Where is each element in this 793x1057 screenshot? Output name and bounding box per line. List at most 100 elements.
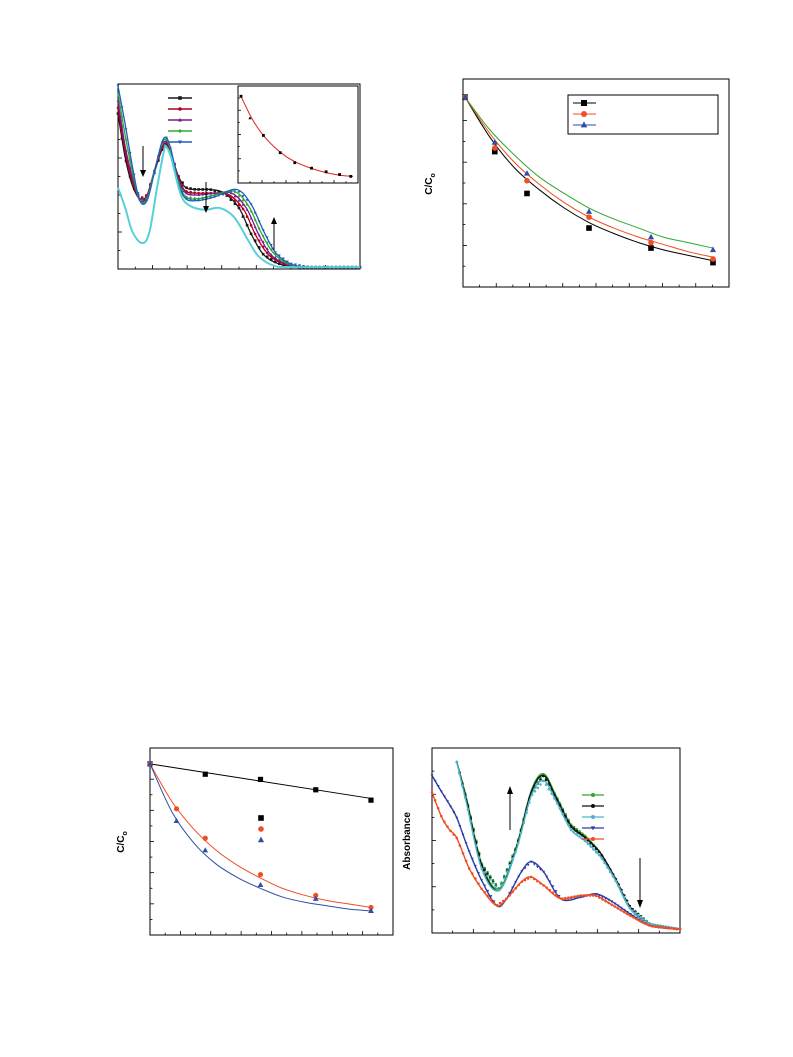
panel-d-point bbox=[467, 867, 471, 870]
panel-a-legend-entry bbox=[168, 140, 192, 145]
panel-a-point bbox=[157, 159, 160, 162]
panel-b-kinetics: C/Co bbox=[424, 78, 730, 288]
panel-a-point bbox=[290, 262, 293, 266]
panel-a-point bbox=[128, 166, 132, 169]
panel-d-point bbox=[528, 801, 531, 804]
panel-d-point bbox=[619, 908, 623, 912]
panel-d-point bbox=[477, 882, 480, 885]
panel-b-point bbox=[710, 259, 716, 266]
panel-a-point bbox=[265, 255, 269, 259]
panel-d-point bbox=[440, 814, 443, 818]
panel-c-point bbox=[147, 760, 153, 766]
panel-d-point bbox=[505, 897, 508, 901]
panel-b-legend bbox=[573, 100, 596, 128]
panel-c-legend-marker bbox=[257, 836, 265, 843]
panel-a-point bbox=[257, 220, 261, 224]
legend-marker bbox=[581, 111, 587, 117]
panel-b-fit-1 bbox=[464, 96, 714, 262]
panel-d-point bbox=[486, 894, 490, 898]
panel-d-point bbox=[517, 875, 521, 878]
panel-a-point bbox=[273, 251, 277, 254]
panel-a-inset-frame bbox=[237, 85, 359, 184]
panel-d-point bbox=[629, 914, 632, 918]
panel-a-point bbox=[237, 190, 241, 194]
panel-d-point bbox=[645, 920, 648, 923]
panel-d-point bbox=[613, 905, 617, 908]
panel-d-point bbox=[575, 832, 579, 836]
panel-b-plot bbox=[461, 93, 717, 266]
panel-d-point bbox=[475, 844, 478, 848]
panel-d-point bbox=[638, 919, 641, 922]
panel-d-point bbox=[480, 879, 484, 882]
panel-d-point bbox=[488, 878, 492, 881]
panel-a-point bbox=[197, 191, 200, 195]
panel-d-point bbox=[554, 893, 558, 897]
panel-a-point bbox=[274, 252, 277, 256]
panel-a-point bbox=[124, 148, 128, 152]
panel-a-point bbox=[225, 191, 229, 195]
panel-d-point bbox=[523, 878, 527, 882]
panel-a-point bbox=[257, 226, 261, 231]
panel-d-point bbox=[628, 913, 632, 916]
panel-d-point bbox=[589, 845, 593, 848]
panel-a-point bbox=[124, 138, 128, 142]
panel-d-point bbox=[539, 783, 542, 786]
panel-c-plot bbox=[147, 760, 374, 913]
panel-a-point bbox=[120, 136, 124, 140]
panel-a-point bbox=[241, 203, 245, 206]
panel-d-point bbox=[477, 872, 480, 875]
panel-b-ticks bbox=[462, 78, 730, 288]
panel-d-point bbox=[595, 894, 598, 898]
panel-d-point bbox=[604, 897, 608, 900]
panel-a-point bbox=[116, 112, 120, 115]
panel-d-point bbox=[439, 790, 443, 793]
panel-d-point bbox=[610, 900, 614, 903]
panel-d-point bbox=[578, 835, 581, 838]
inset-point bbox=[310, 166, 313, 170]
panel-a-legend-entry bbox=[168, 107, 192, 111]
panel-a-point bbox=[269, 253, 273, 256]
panel-d-point bbox=[535, 865, 539, 869]
panel-d-point bbox=[542, 870, 546, 874]
panel-a-point bbox=[253, 225, 257, 228]
panel-d-point bbox=[657, 925, 660, 929]
panel-d-point bbox=[597, 850, 601, 853]
panel-d-point bbox=[495, 903, 499, 907]
panel-d-point bbox=[601, 898, 604, 901]
panel-d-point bbox=[523, 867, 527, 870]
panel-d-point bbox=[520, 880, 524, 883]
panel-d-point bbox=[525, 811, 528, 814]
panel-d-point bbox=[455, 816, 459, 820]
panel-d-point bbox=[483, 890, 487, 894]
panel-d-point bbox=[529, 860, 533, 864]
panel-d-point bbox=[433, 779, 437, 783]
panel-d-point bbox=[582, 894, 586, 897]
panel-d-point bbox=[519, 831, 523, 835]
panel-d-point bbox=[548, 880, 552, 884]
panel-b-point bbox=[491, 139, 498, 145]
panel-d-point bbox=[498, 901, 502, 905]
panel-d-point bbox=[589, 841, 593, 845]
panel-d-point bbox=[517, 883, 521, 887]
panel-a-point bbox=[237, 194, 241, 198]
panel-d-point bbox=[597, 894, 601, 898]
panel-a-point bbox=[140, 196, 144, 199]
panel-d-point bbox=[461, 833, 465, 837]
panel-a-point bbox=[277, 258, 281, 261]
panel-a-point bbox=[201, 196, 204, 200]
panel-d-point bbox=[644, 922, 648, 926]
panel-a-point bbox=[120, 124, 124, 128]
panel-d-point bbox=[541, 779, 545, 783]
panel-d-point bbox=[569, 828, 573, 832]
panel-d-point bbox=[611, 875, 615, 878]
panel-d-point bbox=[607, 901, 610, 905]
panel-c-y-axis-title: C/Co bbox=[116, 831, 129, 853]
panel-a-uv-spectra bbox=[116, 83, 362, 270]
panel-a-point bbox=[193, 196, 196, 200]
panel-d-point bbox=[530, 793, 534, 796]
panel-d-legend-entry bbox=[582, 793, 604, 797]
panel-a-point bbox=[197, 193, 201, 196]
panel-a-point bbox=[281, 260, 285, 264]
panel-d-point bbox=[542, 884, 545, 887]
panel-b-legend-entry bbox=[573, 100, 596, 106]
